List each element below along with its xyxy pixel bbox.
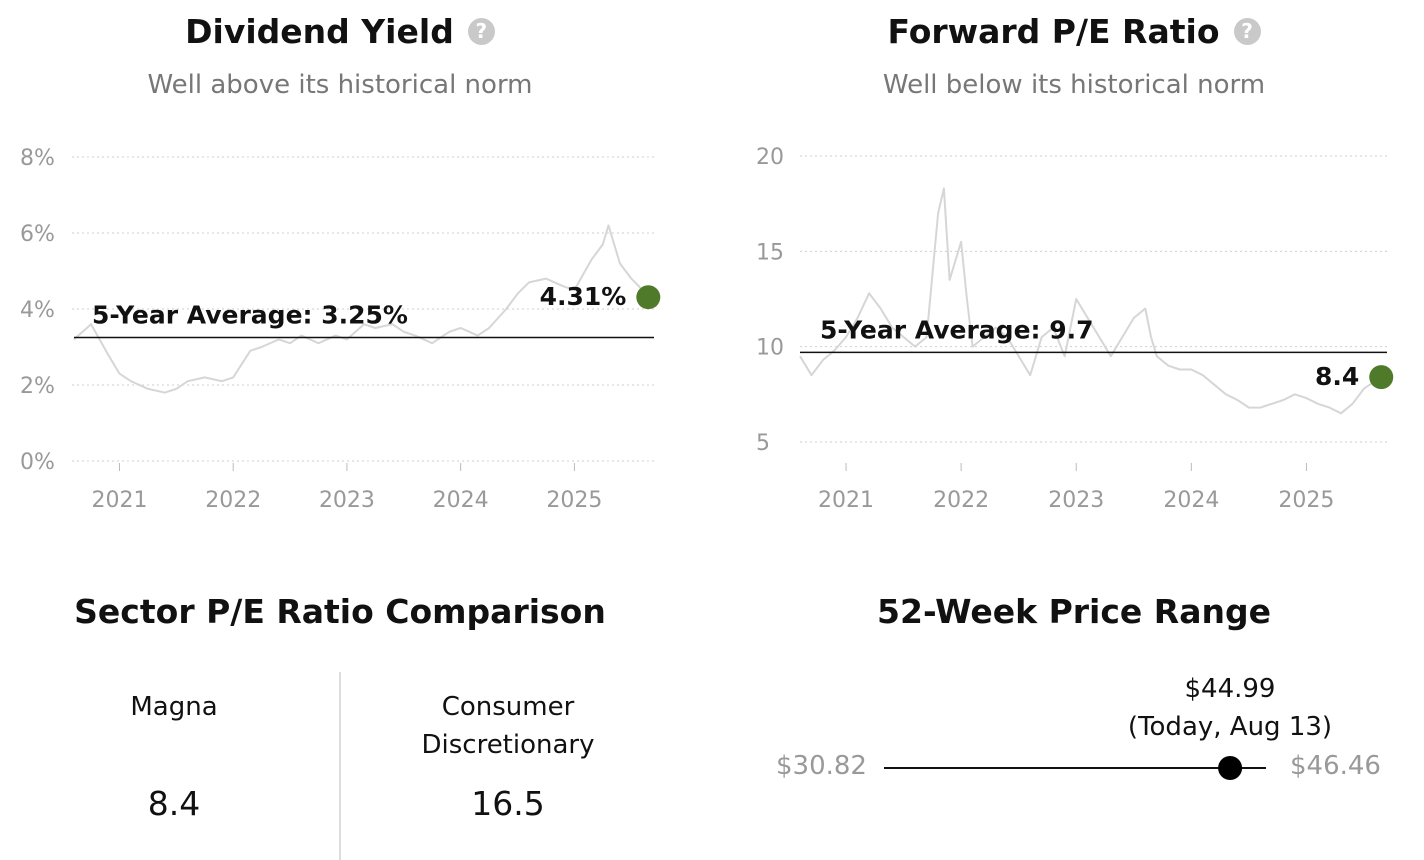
dividend-current-point: [636, 285, 661, 310]
dividend-yield-chart: 0% 2% 4% 6% 8% 2021 2022 2023 2024 2025 5-Year Ave…: [20, 146, 661, 513]
dividend-x-tick-label: 2023: [319, 488, 375, 513]
dividend-x-tick-label: 2021: [91, 488, 147, 513]
dividend-current-label: 4.31%: [540, 282, 627, 311]
forward-pe-title: Forward P/E Ratio?: [712, 12, 1424, 51]
sector-right-value: 16.5: [471, 784, 545, 823]
dividend-average-label: 5-Year Average: 3.25%: [92, 301, 408, 330]
sector-left-label: Magna: [130, 692, 218, 722]
pe-y-tick-label: 15: [756, 240, 784, 265]
pe-y-tick-label: 5: [756, 431, 770, 456]
pe-y-tick-label: 20: [756, 145, 784, 170]
sector-right-label: Consumer Discretionary: [372, 688, 644, 764]
forward-pe-chart: 5 10 15 20 2021 2022 2023 2024 2025 5-Year Averag…: [756, 145, 1394, 513]
forward-pe-title-text: Forward P/E Ratio: [887, 12, 1220, 51]
pe-x-tick-label: 2023: [1048, 488, 1104, 513]
sector-left-value: 8.4: [147, 784, 201, 823]
dividend-x-tick-label: 2025: [546, 488, 602, 513]
dividend-series-line: [73, 224, 650, 394]
price-range-current-price: $44.99: [1184, 674, 1276, 704]
forward-pe-panel: Forward P/E Ratio? Well below its histor…: [712, 0, 1424, 540]
dividend-x-tick-label: 2024: [433, 488, 489, 513]
price-range-current-date: (Today, Aug 13): [1127, 712, 1333, 742]
price-range-high: $46.46: [1290, 751, 1381, 781]
pe-x-tick-label: 2021: [818, 488, 874, 513]
dividend-yield-title-text: Dividend Yield: [185, 12, 454, 51]
sector-divider: [339, 672, 341, 860]
pe-x-tick-label: 2025: [1278, 488, 1334, 513]
pe-current-point: [1369, 365, 1394, 390]
price-range-current: $44.99 (Today, Aug 13): [1080, 670, 1380, 746]
forward-pe-subtitle: Well below its historical norm: [882, 70, 1266, 100]
sector-right-label-line1: Consumer: [441, 692, 575, 722]
sector-pe-title: Sector P/E Ratio Comparison: [74, 592, 606, 631]
question-circle-icon[interactable]: ?: [467, 18, 495, 45]
question-circle-icon[interactable]: ?: [1233, 18, 1261, 45]
pe-x-tick-label: 2024: [1163, 488, 1219, 513]
price-range-marker: [1218, 756, 1243, 780]
price-range-title: 52-Week Price Range: [877, 592, 1271, 631]
dividend-x-tick-label: 2022: [205, 488, 261, 513]
dividend-yield-panel: Dividend Yield? Well above its historica…: [0, 0, 700, 540]
pe-y-tick-label: 10: [756, 336, 784, 361]
pe-x-tick-label: 2022: [933, 488, 989, 513]
pe-series-line: [799, 187, 1382, 415]
dividend-yield-subtitle: Well above its historical norm: [147, 70, 533, 100]
sector-right-label-line2: Discretionary: [421, 730, 595, 760]
dividend-y-tick-label: 6%: [20, 222, 55, 247]
dividend-y-tick-label: 2%: [20, 374, 55, 399]
price-range-low: $30.82: [776, 751, 867, 781]
dividend-y-tick-label: 8%: [20, 146, 55, 171]
dividend-y-tick-label: 0%: [20, 450, 55, 475]
pe-average-label: 5-Year Average: 9.7: [820, 315, 1094, 344]
dividend-yield-title: Dividend Yield?: [0, 12, 680, 51]
dividend-y-tick-label: 4%: [20, 298, 55, 323]
pe-current-label: 8.4: [1315, 362, 1359, 391]
